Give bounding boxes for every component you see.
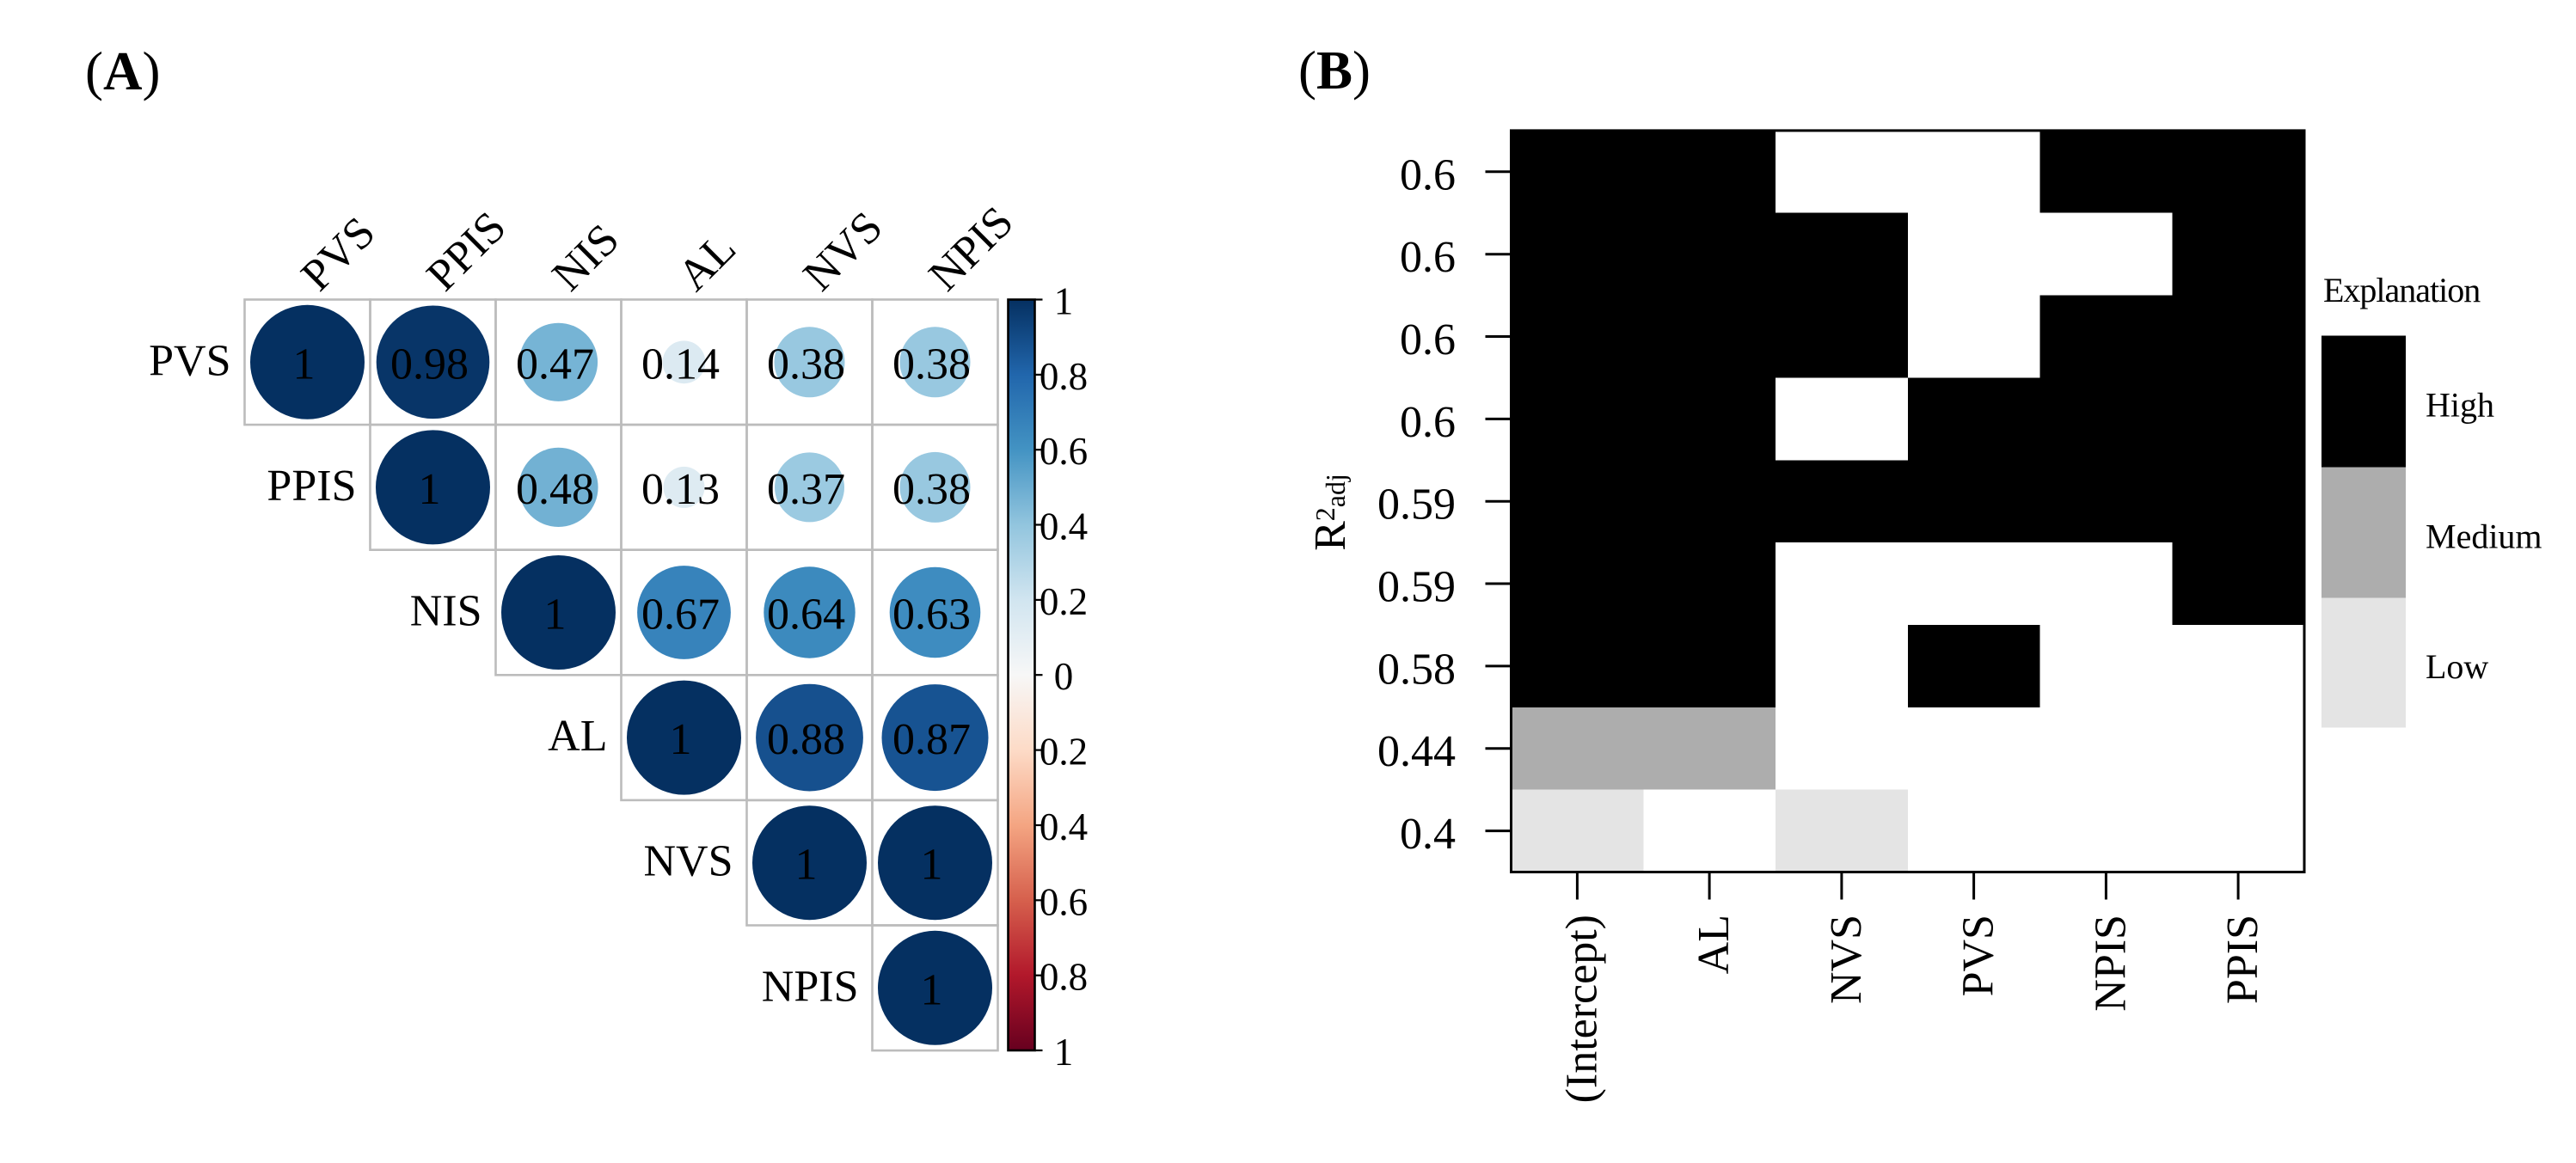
- svg-text:0.6: 0.6: [1400, 233, 1456, 282]
- svg-text:0.14: 0.14: [641, 340, 720, 389]
- svg-text:(A): (A): [85, 41, 160, 101]
- svg-text:1: 1: [293, 340, 316, 389]
- svg-text:0.6: 0.6: [1400, 315, 1456, 364]
- svg-text:0.87: 0.87: [892, 715, 971, 764]
- svg-text:1: 1: [795, 841, 818, 890]
- svg-text:0.58: 0.58: [1377, 645, 1456, 694]
- svg-text:(B): (B): [1298, 40, 1371, 101]
- svg-text:Low: Low: [2426, 647, 2488, 686]
- svg-text:0.59: 0.59: [1377, 481, 1456, 529]
- svg-text:1: 1: [921, 965, 943, 1014]
- svg-text:Medium: Medium: [2426, 517, 2542, 555]
- svg-text:0.8: 0.8: [1040, 355, 1088, 398]
- svg-text:0.98: 0.98: [390, 340, 469, 389]
- svg-text:1: 1: [419, 465, 441, 514]
- svg-text:PVS: PVS: [149, 336, 230, 385]
- svg-text:PPIS: PPIS: [267, 462, 356, 511]
- svg-text:0.6: 0.6: [1040, 880, 1088, 923]
- svg-text:0.67: 0.67: [641, 591, 720, 640]
- svg-text:PVS: PVS: [1954, 915, 2003, 996]
- svg-text:0.38: 0.38: [767, 340, 845, 389]
- svg-text:(Intercept): (Intercept): [1557, 915, 1606, 1103]
- svg-text:PPIS: PPIS: [2218, 915, 2267, 1004]
- svg-text:Explanation: Explanation: [2323, 271, 2481, 309]
- svg-text:0.8: 0.8: [1040, 956, 1088, 999]
- svg-text:0.4: 0.4: [1400, 810, 1456, 859]
- svg-text:NVS: NVS: [1822, 915, 1871, 1004]
- svg-text:0.59: 0.59: [1377, 563, 1456, 612]
- svg-text:0.2: 0.2: [1040, 580, 1088, 623]
- svg-text:NVS: NVS: [643, 837, 733, 886]
- svg-text:NPIS: NPIS: [762, 962, 859, 1011]
- svg-text:AL: AL: [1690, 915, 1739, 974]
- svg-text:0.2: 0.2: [1040, 731, 1088, 774]
- svg-text:1: 1: [544, 591, 567, 640]
- svg-text:0.4: 0.4: [1040, 505, 1088, 548]
- svg-text:0.44: 0.44: [1377, 727, 1456, 776]
- svg-text:1: 1: [1054, 280, 1074, 323]
- svg-text:0.6: 0.6: [1040, 430, 1088, 473]
- svg-text:0.38: 0.38: [892, 465, 971, 514]
- svg-text:AL: AL: [548, 712, 607, 761]
- svg-text:1: 1: [921, 841, 943, 890]
- svg-text:0.6: 0.6: [1400, 398, 1456, 447]
- svg-text:1: 1: [670, 715, 692, 764]
- svg-text:0.37: 0.37: [767, 465, 845, 514]
- svg-text:0.13: 0.13: [641, 465, 720, 514]
- svg-text:0.88: 0.88: [767, 715, 845, 764]
- svg-text:High: High: [2426, 386, 2494, 425]
- svg-text:0: 0: [1054, 655, 1074, 698]
- svg-text:0.47: 0.47: [516, 340, 594, 389]
- svg-text:0.38: 0.38: [892, 340, 971, 389]
- svg-text:0.63: 0.63: [892, 591, 971, 640]
- svg-text:0.64: 0.64: [767, 591, 845, 640]
- svg-text:NPIS: NPIS: [2086, 915, 2135, 1012]
- svg-text:NIS: NIS: [410, 587, 482, 636]
- svg-text:0.4: 0.4: [1040, 805, 1088, 848]
- svg-text:0.48: 0.48: [516, 465, 594, 514]
- svg-text:1: 1: [1054, 1031, 1074, 1074]
- svg-text:0.6: 0.6: [1400, 150, 1456, 199]
